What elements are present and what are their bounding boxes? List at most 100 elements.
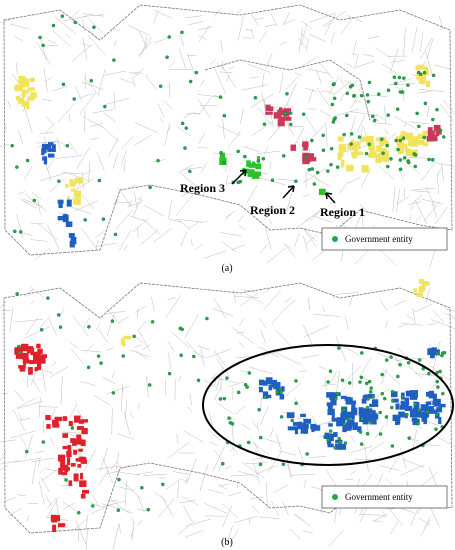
road bbox=[241, 84, 268, 91]
road bbox=[54, 16, 77, 34]
road bbox=[425, 186, 436, 208]
road bbox=[416, 443, 441, 447]
road bbox=[385, 320, 388, 329]
road bbox=[171, 331, 189, 348]
cluster-cell bbox=[53, 515, 61, 522]
cluster-cell bbox=[425, 391, 432, 397]
road bbox=[378, 165, 395, 180]
road bbox=[425, 287, 431, 303]
road bbox=[7, 507, 22, 518]
road bbox=[214, 387, 221, 401]
road bbox=[335, 292, 360, 295]
road bbox=[384, 129, 389, 135]
government-entity bbox=[436, 385, 440, 389]
government-entity bbox=[391, 398, 395, 403]
road bbox=[238, 215, 244, 223]
government-entity bbox=[407, 436, 411, 440]
road bbox=[260, 330, 267, 344]
road bbox=[252, 442, 269, 456]
government-entity bbox=[205, 316, 209, 321]
cluster-cell bbox=[404, 406, 409, 411]
road bbox=[259, 405, 269, 425]
government-entity bbox=[383, 396, 387, 401]
road bbox=[427, 421, 440, 426]
cluster-cell bbox=[278, 116, 284, 121]
cluster-cell bbox=[438, 403, 446, 408]
road bbox=[183, 505, 193, 522]
cluster-cell bbox=[283, 108, 291, 112]
road bbox=[63, 15, 88, 22]
road bbox=[271, 501, 280, 517]
boundary bbox=[3, 4, 453, 256]
road bbox=[326, 469, 338, 489]
cluster-cell bbox=[281, 386, 285, 392]
road bbox=[185, 340, 203, 359]
road bbox=[305, 116, 318, 135]
road bbox=[83, 449, 96, 472]
road bbox=[303, 324, 313, 346]
road bbox=[248, 366, 273, 375]
road bbox=[133, 190, 138, 209]
panel-label: (b) bbox=[221, 537, 233, 548]
government-entity bbox=[435, 412, 439, 417]
road bbox=[203, 379, 216, 387]
road bbox=[197, 345, 210, 351]
cluster-cell bbox=[422, 142, 429, 147]
government-entity bbox=[245, 385, 249, 389]
road bbox=[111, 407, 113, 435]
government-entity bbox=[326, 169, 330, 173]
cluster-cell bbox=[419, 413, 424, 417]
cluster-cell bbox=[74, 438, 83, 445]
road bbox=[137, 495, 145, 512]
government-entity bbox=[91, 504, 95, 508]
cluster-cell bbox=[256, 156, 260, 163]
road bbox=[313, 314, 340, 317]
cluster-cell bbox=[358, 407, 364, 415]
cluster-cell bbox=[80, 493, 86, 499]
road bbox=[115, 471, 140, 476]
cluster-cell bbox=[324, 432, 330, 440]
government-entity bbox=[367, 80, 372, 85]
cluster-cell bbox=[340, 159, 345, 168]
road bbox=[34, 450, 45, 454]
cluster-cell bbox=[57, 523, 65, 528]
cluster-cell bbox=[52, 419, 59, 425]
cluster-cell bbox=[301, 423, 306, 430]
road bbox=[260, 397, 262, 410]
government-entity bbox=[389, 157, 393, 161]
road bbox=[117, 316, 129, 324]
cluster-cell bbox=[22, 358, 30, 364]
government-entity bbox=[346, 417, 351, 421]
cluster-cell bbox=[263, 394, 272, 399]
road bbox=[298, 37, 307, 48]
road bbox=[360, 514, 385, 516]
road bbox=[340, 78, 345, 86]
government-entity bbox=[99, 361, 103, 365]
road bbox=[165, 478, 181, 491]
cluster-cell bbox=[427, 348, 434, 356]
road bbox=[404, 121, 407, 128]
government-entity bbox=[390, 389, 395, 394]
cluster-cell bbox=[73, 473, 79, 482]
road bbox=[409, 438, 420, 441]
government-entity bbox=[17, 344, 21, 349]
road bbox=[184, 530, 204, 538]
government-entity bbox=[401, 136, 406, 140]
road bbox=[23, 106, 33, 133]
road bbox=[51, 361, 57, 367]
cluster-cell bbox=[331, 417, 339, 422]
road bbox=[48, 318, 57, 336]
road bbox=[225, 175, 228, 186]
road bbox=[222, 118, 225, 139]
road bbox=[359, 357, 372, 377]
cluster-cell bbox=[78, 420, 84, 424]
road bbox=[185, 518, 212, 527]
government-entity bbox=[294, 179, 298, 184]
cluster-cell bbox=[40, 354, 48, 358]
cluster-cell bbox=[26, 347, 34, 354]
cluster-cell bbox=[36, 343, 41, 349]
road bbox=[428, 323, 437, 325]
cluster-cell bbox=[327, 408, 335, 416]
government-entity bbox=[41, 440, 46, 444]
cluster-cell bbox=[76, 426, 84, 430]
